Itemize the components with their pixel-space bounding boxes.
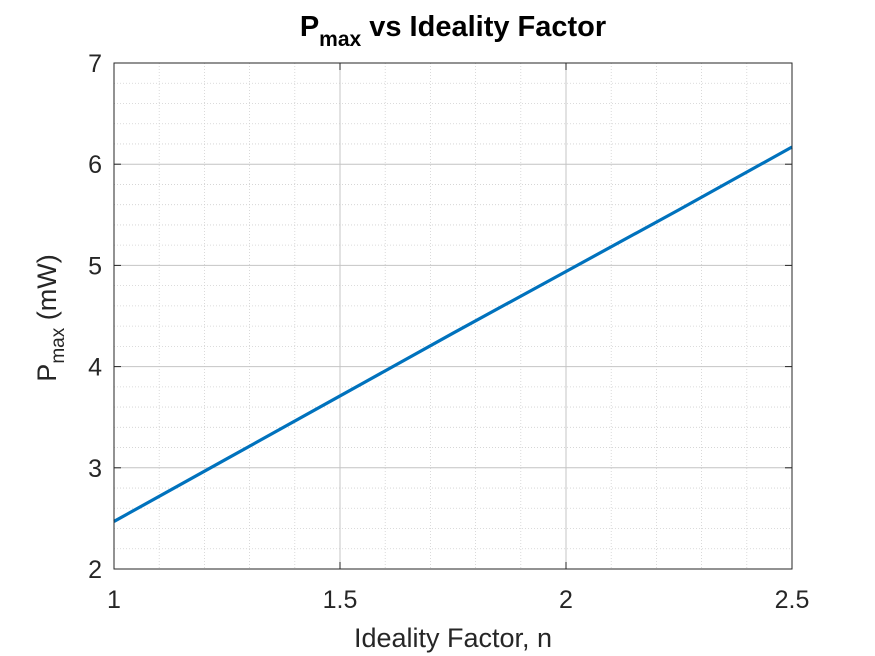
y-tick-label: 2 bbox=[88, 556, 102, 584]
y-tick-label: 3 bbox=[88, 455, 102, 483]
y-tick-labels: 2 3 4 5 6 7 bbox=[88, 50, 102, 584]
x-tick-labels: 1 1.5 2 2.5 bbox=[107, 586, 809, 614]
y-axis-label: Pmax (mW) bbox=[32, 254, 69, 381]
chart-title: Pmax vs Ideality Factor bbox=[300, 11, 606, 51]
x-tick-label: 1 bbox=[107, 586, 121, 614]
y-tick-label: 6 bbox=[88, 151, 102, 179]
ticks bbox=[113, 62, 793, 570]
x-tick-label: 2 bbox=[559, 586, 573, 614]
x-tick-label: 2.5 bbox=[775, 586, 810, 614]
chart-title-main: P bbox=[300, 11, 319, 43]
x-axis-label: Ideality Factor, n bbox=[354, 623, 552, 653]
chart-title-rest: vs Ideality Factor bbox=[361, 11, 606, 43]
plot-frame bbox=[113, 62, 793, 570]
x-tick-label: 1.5 bbox=[323, 586, 358, 614]
y-tick-label: 7 bbox=[88, 50, 102, 78]
y-axis-label-rest: (mW) bbox=[32, 254, 62, 327]
y-axis-label-main: P bbox=[32, 364, 62, 382]
y-tick-label: 5 bbox=[88, 252, 102, 280]
plot-area bbox=[114, 63, 792, 569]
y-tick-label: 4 bbox=[88, 354, 102, 382]
series-line bbox=[113, 145, 793, 523]
series-layer bbox=[113, 145, 793, 523]
chart-title-subscript: max bbox=[319, 28, 361, 51]
minor-grid bbox=[114, 63, 792, 569]
y-axis-label-subscript: max bbox=[48, 327, 69, 363]
